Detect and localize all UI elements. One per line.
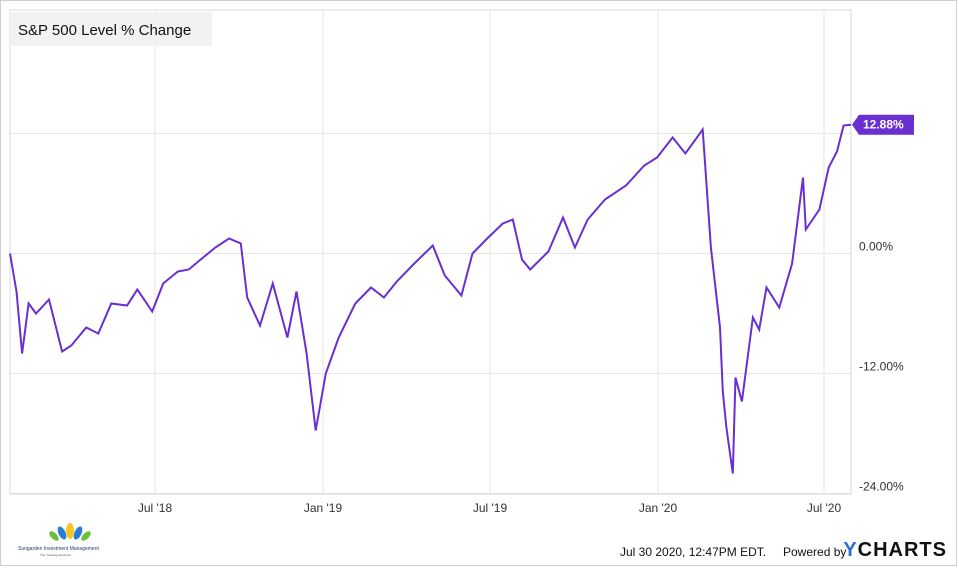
footer-powered-by: Powered by bbox=[783, 545, 847, 559]
lotus-icon bbox=[49, 523, 91, 541]
x-tick-label: Jan '19 bbox=[304, 501, 343, 515]
y-tick-label: -12.00% bbox=[859, 360, 904, 374]
x-tick-label: Jul '20 bbox=[807, 501, 842, 515]
ycharts-y: Y bbox=[843, 539, 858, 561]
logo-tagline: The Investing Evolution bbox=[40, 553, 72, 557]
last-value-badge-shape bbox=[852, 114, 914, 135]
logo-name: Sungarden Investment Management bbox=[18, 546, 99, 552]
x-tick-label: Jul '19 bbox=[473, 501, 508, 515]
gridlines bbox=[9, 9, 852, 495]
line-chart: Jul '18 Jan '19 Jul '19 Jan '20 Jul '20 0.00… bbox=[9, 9, 914, 515]
last-value-label: 12.88% bbox=[863, 118, 904, 132]
x-axis-ticks: Jul '18 Jan '19 Jul '19 Jan '20 Jul '20 bbox=[138, 501, 842, 515]
ycharts-rest: CHARTS bbox=[857, 539, 947, 561]
chart-title: S&P 500 Level % Change bbox=[18, 22, 191, 39]
y-tick-label: 0.00% bbox=[859, 240, 893, 254]
last-value-badge: 12.88% bbox=[852, 114, 914, 135]
plot-area-border bbox=[9, 9, 852, 495]
x-tick-label: Jul '18 bbox=[138, 501, 173, 515]
x-tick-label: Jan '20 bbox=[639, 501, 678, 515]
y-axis-ticks: 0.00% -12.00% -24.00% bbox=[859, 240, 904, 494]
series-line bbox=[9, 123, 852, 474]
y-tick-label: -24.00% bbox=[859, 480, 904, 494]
ycharts-logo[interactable]: YCHARTS bbox=[843, 539, 947, 562]
chart-title-box: S&P 500 Level % Change bbox=[10, 12, 212, 46]
footer-timestamp: Jul 30 2020, 12:47PM EDT. bbox=[620, 545, 767, 559]
sungarden-logo: Sungarden Investment Management The Inve… bbox=[18, 522, 128, 562]
